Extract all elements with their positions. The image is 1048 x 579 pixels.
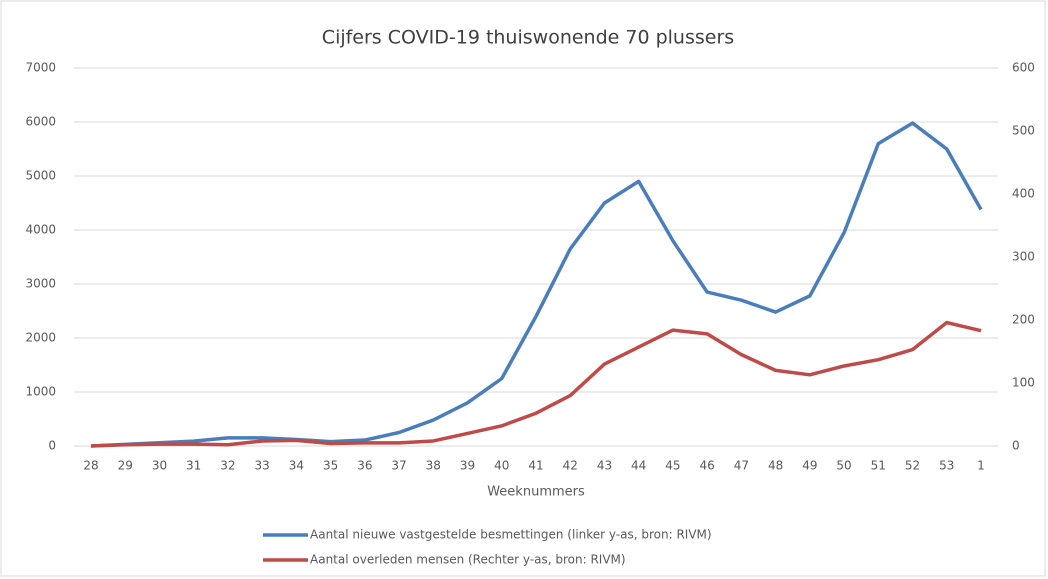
x-tick-label: 35	[323, 459, 338, 473]
x-tick-label: 42	[563, 459, 578, 473]
y2-tick-label: 400	[1012, 187, 1035, 201]
x-tick-label: 46	[700, 459, 715, 473]
x-tick-label: 29	[118, 459, 133, 473]
legend-label: Aantal overleden mensen (Rechter y-as, b…	[310, 553, 626, 567]
x-tick-label: 36	[357, 459, 372, 473]
x-tick-label: 30	[152, 459, 167, 473]
y2-tick-label: 200	[1012, 313, 1035, 327]
x-tick-label: 51	[871, 459, 886, 473]
x-tick-label: 28	[83, 459, 98, 473]
x-tick-label: 43	[597, 459, 612, 473]
x-tick-label: 31	[186, 459, 201, 473]
y-tick-label: 6000	[25, 115, 56, 129]
x-tick-label: 52	[905, 459, 920, 473]
y-tick-label: 4000	[25, 223, 56, 237]
y2-tick-label: 100	[1012, 376, 1035, 390]
y-tick-label: 0	[48, 439, 56, 453]
x-tick-label: 45	[665, 459, 680, 473]
x-axis-label: Weeknummers	[487, 485, 585, 500]
x-tick-label: 1	[977, 459, 985, 473]
x-tick-label: 49	[802, 459, 817, 473]
y-tick-label: 1000	[25, 385, 56, 399]
series-line	[90, 121, 983, 448]
y2-tick-label: 600	[1012, 61, 1035, 75]
y-tick-label: 3000	[25, 277, 56, 291]
x-tick-label: 44	[631, 459, 646, 473]
x-tick-label: 38	[426, 459, 441, 473]
x-tick-label: 50	[836, 459, 851, 473]
x-tick-label: 40	[494, 459, 509, 473]
x-tick-label: 39	[460, 459, 475, 473]
y2-tick-label: 300	[1012, 250, 1035, 264]
x-tick-label: 47	[734, 459, 749, 473]
y-tick-label: 7000	[25, 61, 56, 75]
x-tick-label: 32	[220, 459, 235, 473]
legend-label: Aantal nieuwe vastgestelde besmettingen …	[310, 528, 712, 542]
x-tick-label: 34	[289, 459, 304, 473]
x-tick-label: 53	[939, 459, 954, 473]
series-line	[90, 320, 982, 448]
y-tick-label: 2000	[25, 331, 56, 345]
x-tick-label: 33	[255, 459, 270, 473]
x-tick-label: 37	[391, 459, 406, 473]
x-tick-label: 41	[528, 459, 543, 473]
y-tick-label: 5000	[25, 169, 56, 183]
y2-tick-label: 500	[1012, 124, 1035, 138]
y2-tick-label: 0	[1012, 439, 1020, 453]
chart-title: Cijfers COVID-19 thuiswonende 70 plusser…	[322, 27, 734, 49]
x-tick-label: 48	[768, 459, 783, 473]
